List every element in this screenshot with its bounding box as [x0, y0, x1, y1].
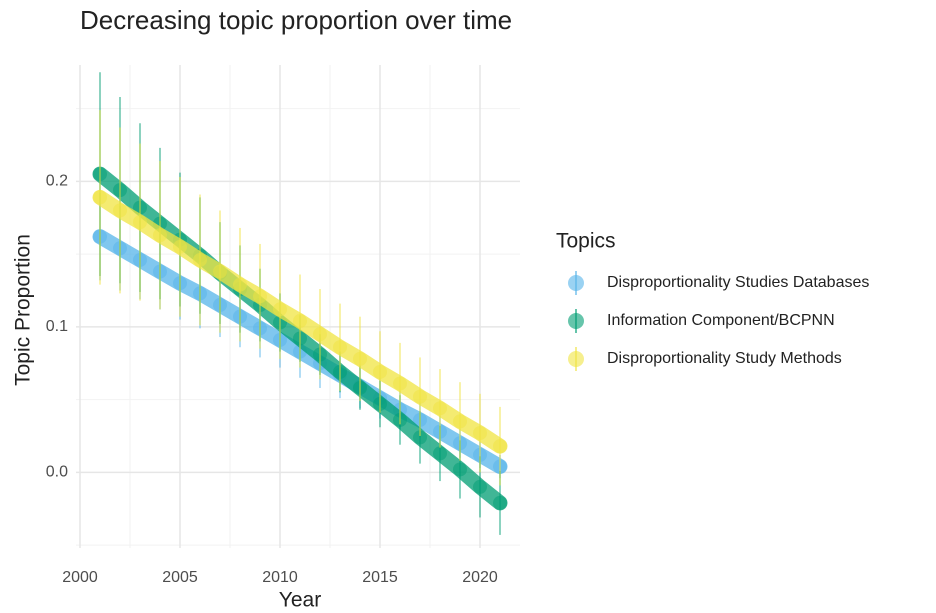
point: [473, 479, 487, 494]
legend-swatch: [568, 313, 584, 329]
point: [493, 495, 507, 510]
point: [433, 401, 447, 416]
x-tick-label: 2015: [362, 569, 398, 586]
point: [273, 302, 287, 317]
point: [433, 446, 447, 461]
legend-swatch: [568, 275, 584, 291]
point: [153, 228, 167, 243]
point: [233, 277, 247, 292]
x-tick-label: 2010: [262, 569, 298, 586]
y-tick-label: 0.0: [46, 464, 68, 481]
point: [453, 462, 467, 477]
point: [113, 203, 127, 218]
legend-label: Disproportionality Studies Databases: [607, 274, 869, 291]
y-axis-title: Topic Proportion: [12, 234, 35, 386]
point: [393, 376, 407, 391]
legend-swatch: [568, 351, 584, 367]
point: [493, 439, 507, 454]
x-tick-label: 2000: [62, 569, 98, 586]
x-axis-title: Year: [279, 589, 321, 612]
point: [213, 264, 227, 279]
point: [133, 215, 147, 230]
legend-label: Information Component/BCPNN: [607, 312, 835, 329]
point: [473, 426, 487, 441]
point: [373, 364, 387, 379]
point: [173, 239, 187, 254]
chart-title: Decreasing topic proportion over time: [80, 5, 512, 35]
y-tick-label: 0.2: [46, 173, 68, 190]
x-tick-label: 2020: [462, 569, 498, 586]
x-tick-label: 2005: [162, 569, 198, 586]
point: [93, 190, 107, 205]
point: [293, 314, 307, 329]
point: [353, 351, 367, 366]
point: [413, 389, 427, 404]
point: [333, 340, 347, 355]
point: [193, 252, 207, 267]
y-tick-label: 0.1: [46, 318, 68, 335]
point: [413, 430, 427, 445]
point: [313, 327, 327, 342]
point: [453, 414, 467, 429]
point: [253, 289, 267, 304]
legend-label: Disproportionality Study Methods: [607, 350, 842, 367]
legend-title: Topics: [556, 230, 616, 253]
